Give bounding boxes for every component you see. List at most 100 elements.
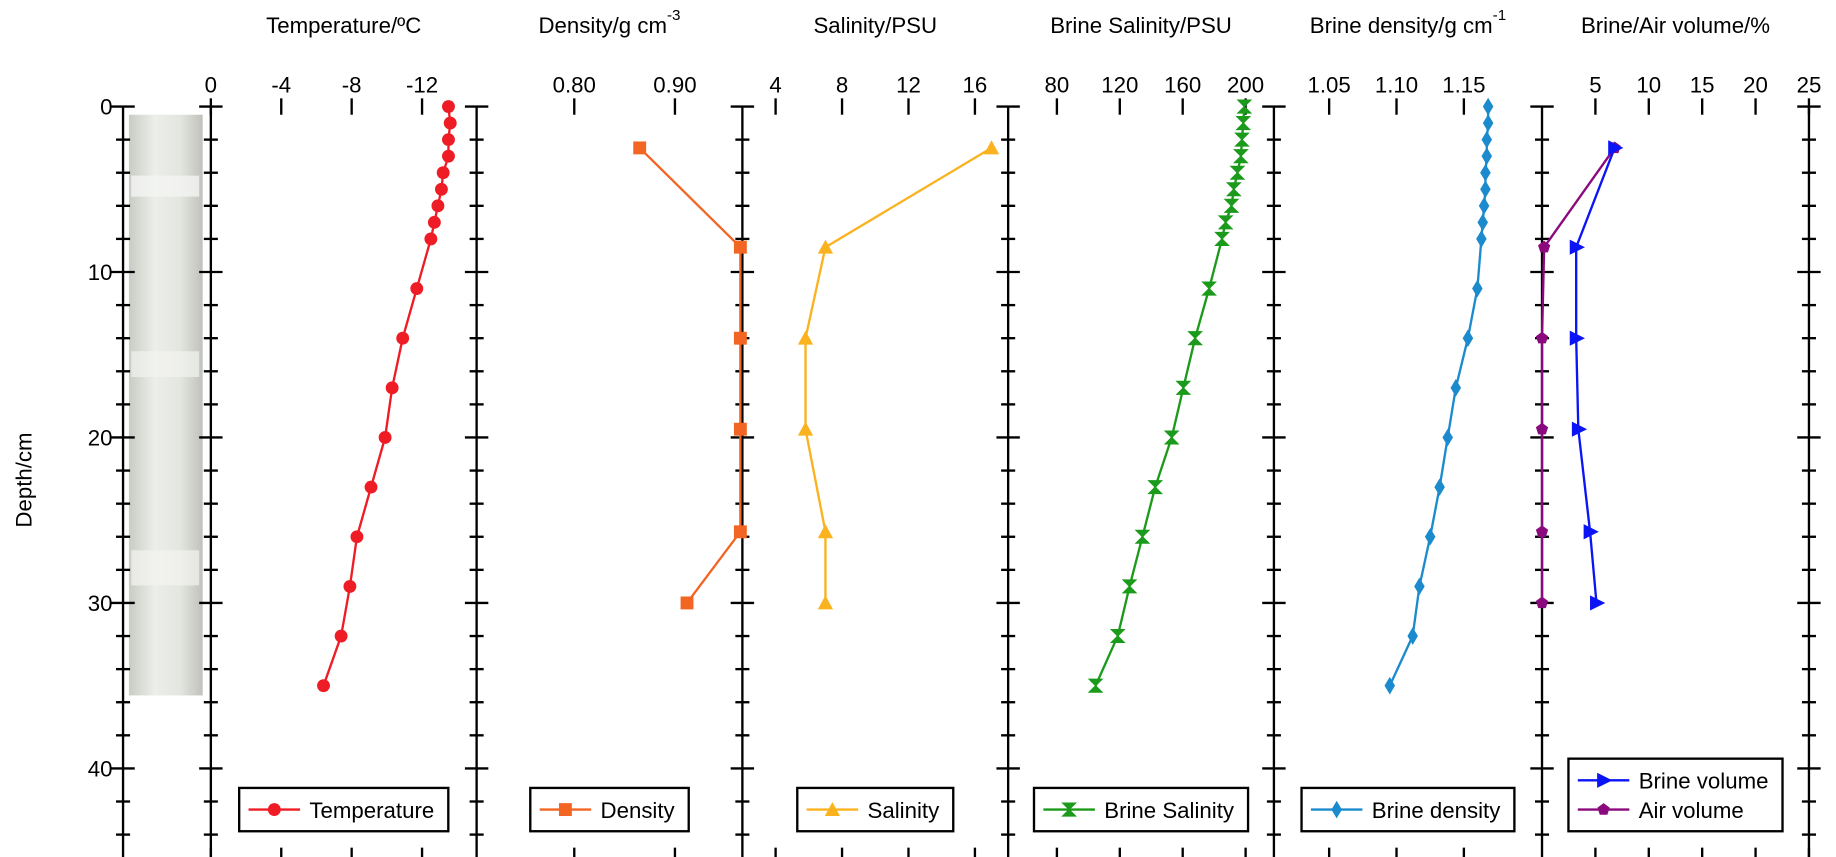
marker <box>1482 97 1494 116</box>
marker <box>1134 529 1151 544</box>
marker <box>733 331 747 345</box>
marker <box>558 803 572 817</box>
marker <box>431 199 445 213</box>
marker <box>1414 577 1425 596</box>
marker <box>1201 281 1217 296</box>
marker <box>443 116 457 130</box>
x-tick-label: 12 <box>896 72 921 97</box>
marker <box>817 239 834 254</box>
marker <box>1233 149 1249 164</box>
marker <box>1597 803 1610 815</box>
marker <box>1214 231 1230 246</box>
y-tick-label: 20 <box>88 426 113 451</box>
marker <box>1608 140 1624 156</box>
y-tick-label: 30 <box>88 591 113 616</box>
marker <box>1481 130 1493 149</box>
marker <box>1571 421 1588 437</box>
x-tick-label: 160 <box>1164 72 1201 97</box>
ice-core-band <box>131 550 200 586</box>
marker <box>633 141 647 155</box>
x-tick-label: 120 <box>1101 72 1138 97</box>
marker <box>1175 380 1192 395</box>
marker <box>442 149 455 163</box>
marker <box>797 330 814 345</box>
legend-label: Brine volume <box>1639 769 1769 794</box>
panel-title-text: Brine/Air volume/% <box>1581 13 1770 38</box>
series-line <box>804 146 993 603</box>
marker <box>334 629 348 643</box>
marker <box>1229 165 1246 180</box>
marker <box>1225 182 1242 197</box>
marker <box>442 100 455 113</box>
x-tick-label: 25 <box>1797 72 1822 97</box>
marker <box>385 381 399 395</box>
series-line <box>322 106 452 687</box>
panel-title: Salinity/PSU <box>813 13 937 38</box>
x-tick-label: 1.10 <box>1375 72 1418 97</box>
x-tick-label: 200 <box>1227 72 1264 97</box>
marker <box>343 579 357 593</box>
marker <box>1087 678 1104 693</box>
marker <box>396 331 410 345</box>
marker <box>733 422 747 436</box>
marker <box>434 182 448 196</box>
panel-title: Density/g cm-3 <box>538 7 680 38</box>
panel-title: Brine/Air volume/% <box>1581 13 1770 38</box>
marker <box>436 166 450 180</box>
y-axis-label: Depth/cm <box>12 432 37 527</box>
legend-label: Salinity <box>868 798 941 823</box>
marker <box>1569 330 1585 346</box>
marker <box>1478 197 1490 215</box>
x-tick-label: 1.05 <box>1308 72 1351 97</box>
marker <box>983 140 1000 155</box>
marker <box>1434 478 1445 496</box>
series-line <box>1388 106 1490 687</box>
x-tick-label: -12 <box>406 72 438 97</box>
marker <box>267 803 281 817</box>
panel-title-superscript: -1 <box>1493 7 1507 24</box>
marker <box>1223 198 1240 213</box>
legend-label: Brine density <box>1372 798 1501 823</box>
marker <box>1480 180 1491 199</box>
marker <box>1147 480 1164 495</box>
series-line <box>1094 106 1246 687</box>
x-tick-label: 10 <box>1636 72 1661 97</box>
marker <box>1217 215 1234 230</box>
x-tick-label: 1.15 <box>1442 72 1485 97</box>
marker <box>1121 579 1138 594</box>
series-line <box>1575 147 1616 604</box>
marker <box>1424 527 1436 546</box>
marker <box>378 431 392 444</box>
marker <box>733 525 747 539</box>
marker <box>733 240 747 254</box>
x-tick-label: 5 <box>1589 72 1601 97</box>
series-line <box>638 147 742 604</box>
x-tick-label: 8 <box>836 72 848 97</box>
panel-title-text: Brine Salinity/PSU <box>1050 13 1232 38</box>
y-tick-label: 40 <box>88 757 113 782</box>
marker <box>1583 524 1599 540</box>
marker <box>680 596 694 610</box>
x-tick-label: 0.90 <box>653 72 696 97</box>
marker <box>797 421 814 436</box>
x-tick-label: -4 <box>271 72 291 97</box>
y-tick-label: 0 <box>100 95 112 120</box>
marker <box>1236 99 1253 114</box>
marker <box>1476 230 1487 248</box>
x-tick-label: 16 <box>963 72 988 97</box>
panel-title-text: Salinity/PSU <box>813 13 937 38</box>
x-tick-label: 0 <box>205 72 217 97</box>
marker <box>1187 331 1203 346</box>
legend-label: Temperature <box>309 798 434 823</box>
marker <box>1538 240 1551 253</box>
marker <box>1163 430 1180 445</box>
marker <box>350 530 364 544</box>
marker <box>1535 596 1549 609</box>
marker <box>1331 800 1342 819</box>
legend-label: Density <box>601 798 676 823</box>
marker <box>817 524 834 539</box>
marker <box>817 595 834 610</box>
marker <box>1535 422 1549 435</box>
